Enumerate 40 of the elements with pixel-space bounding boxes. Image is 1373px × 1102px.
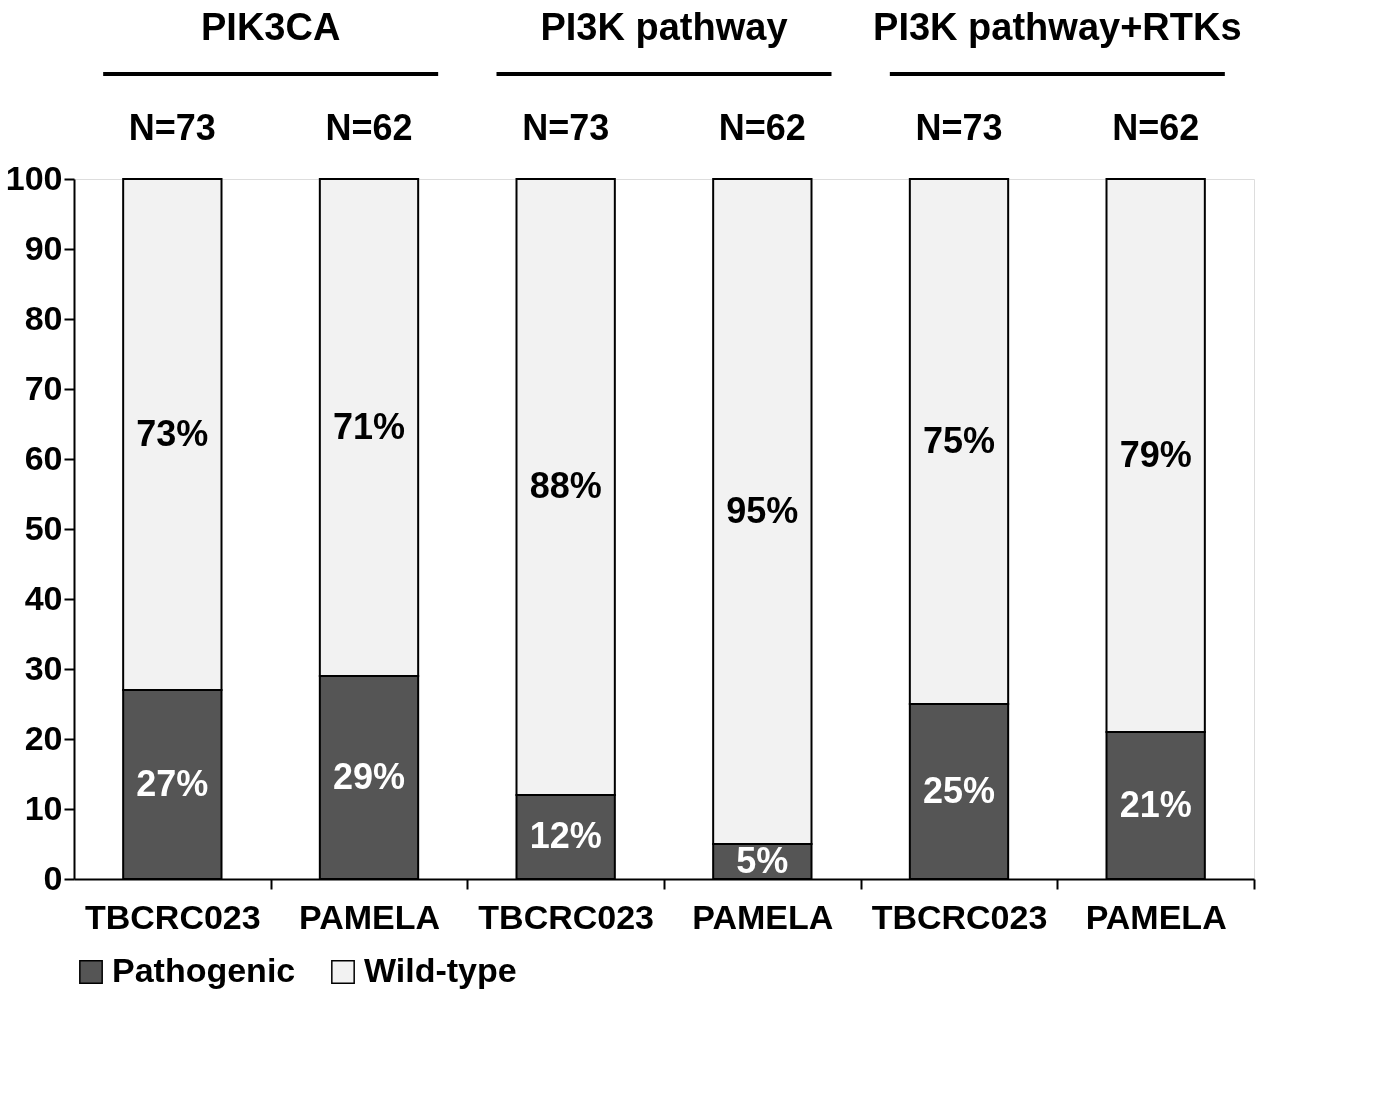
data-label: 27%	[136, 762, 209, 804]
y-tick-label: 70	[24, 368, 63, 407]
y-tick-label: 10	[24, 788, 63, 827]
text: N=73	[522, 107, 610, 148]
y-tick-label: 60	[24, 438, 63, 477]
data-label: 73%	[136, 412, 209, 454]
x-tick-label: PAMELA	[298, 897, 441, 936]
x-tick-label: TBCRC023	[84, 897, 261, 936]
data-label: 79%	[1119, 433, 1192, 475]
data-label: 12%	[529, 815, 602, 856]
data-label: 75%	[922, 419, 996, 461]
text: N=62	[1112, 107, 1200, 148]
y-tick-label: 50	[24, 508, 63, 547]
text: N=73	[915, 107, 1003, 148]
y-tick-label: 40	[24, 578, 63, 617]
text: N=73	[128, 107, 216, 148]
text: PIK3CA	[200, 6, 341, 48]
legend-label: Wild-type	[364, 951, 517, 989]
data-label: 95%	[726, 489, 799, 531]
x-tick-label: TBCRC023	[478, 897, 655, 936]
data-label: 71%	[332, 405, 406, 447]
x-tick-label: PAMELA	[692, 897, 834, 936]
text: N=62	[718, 107, 806, 148]
y-tick-label: 0	[43, 858, 63, 897]
data-label: 29%	[332, 755, 406, 797]
text: PI3K pathway+RTKs	[873, 6, 1242, 48]
data-label: 25%	[922, 769, 996, 811]
text: N=62	[325, 107, 413, 148]
y-tick-label: 100	[5, 158, 63, 197]
y-tick-label: 90	[24, 228, 63, 267]
legend-label: Pathogenic	[112, 951, 296, 989]
y-tick-label: 80	[24, 298, 63, 337]
data-label: 5%	[736, 839, 789, 881]
data-label: 88%	[529, 465, 602, 506]
data-label: 21%	[1119, 783, 1192, 825]
x-tick-label: TBCRC023	[871, 897, 1048, 936]
text: PI3K pathway	[540, 6, 788, 48]
y-tick-label: 20	[24, 718, 63, 757]
x-tick-label: PAMELA	[1085, 897, 1227, 936]
y-tick-label: 30	[24, 648, 63, 687]
